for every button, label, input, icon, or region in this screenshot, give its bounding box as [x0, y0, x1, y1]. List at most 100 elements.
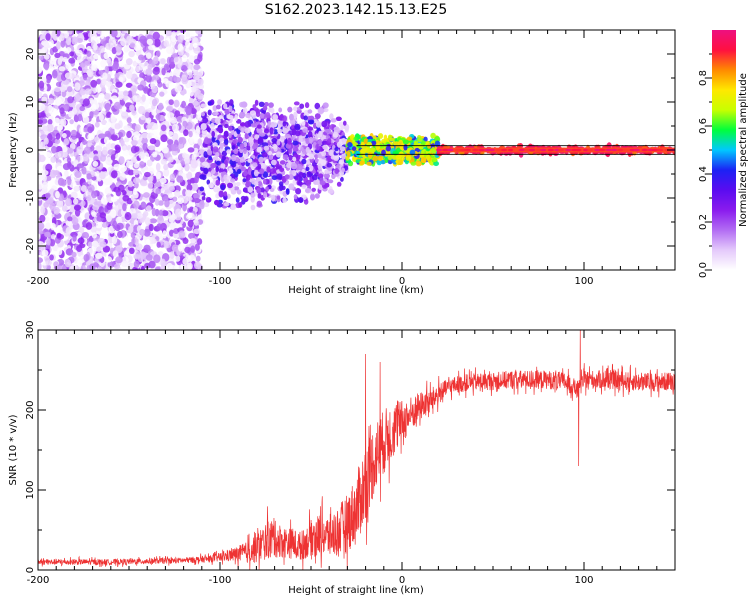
spectrogram-cell [271, 159, 277, 166]
spectrogram-cell [188, 254, 196, 262]
spectrogram-cell [162, 230, 168, 239]
spectrogram-cell [197, 219, 204, 225]
spectrogram-cell [212, 156, 219, 161]
spectrogram-cell [207, 101, 212, 106]
spectrogram-cell [224, 138, 229, 145]
spectrogram-cell [138, 54, 145, 61]
spectrogram-cell [176, 197, 185, 204]
spectrogram-cell [194, 243, 200, 251]
spectrogram-cell [123, 94, 128, 102]
spectrogram-cell [293, 101, 300, 106]
spectrogram-cell [57, 150, 65, 158]
spectrogram-cell [94, 121, 100, 128]
spectrogram-cells [38, 30, 675, 270]
spectrogram-cell [74, 94, 81, 103]
spectrogram-cell [190, 160, 199, 169]
spectrogram-cell [235, 181, 241, 187]
spectrogram-cell [166, 131, 174, 137]
spectrogram-cell [259, 168, 265, 175]
spectrogram-cell [307, 119, 315, 125]
spectrogram-cell [212, 105, 218, 112]
spectrogram-cell [188, 97, 194, 104]
spectrogram-cell [188, 73, 193, 79]
spectrogram-cell [108, 37, 116, 46]
spectrogram-cell [266, 166, 271, 173]
spectrogram-cell [73, 204, 82, 211]
spectrogram-cell [159, 177, 167, 184]
spectrogram-cell [108, 84, 116, 92]
spectrogram-cell [371, 140, 377, 146]
spectrogram-cell [224, 108, 230, 115]
spectrogram-cell [177, 49, 184, 56]
spectrogram-cell [223, 130, 229, 138]
spectrogram-cell [73, 185, 80, 192]
spectrogram-cell [86, 45, 92, 52]
spectrogram-cell [122, 149, 130, 157]
spectrogram-cell [115, 216, 123, 225]
spectrogram-cell [250, 192, 256, 198]
spectrogram-cell [55, 191, 60, 199]
spectrogram-cell [182, 203, 187, 212]
spectrogram-cell [185, 189, 192, 197]
spectrogram-cell [176, 175, 184, 183]
spectrogram-cell [62, 132, 67, 139]
spectrogram-cell [90, 79, 98, 88]
spectrogram-cell [190, 108, 197, 115]
spectrogram-cell [70, 265, 78, 270]
spectrogram-cell [321, 120, 328, 128]
spectrogram-cell [435, 148, 443, 152]
spectrogram-cell [264, 128, 269, 134]
spectrogram-cell [231, 154, 237, 162]
spectrogram-cell [81, 112, 88, 118]
spectrogram-cell [242, 178, 247, 183]
spectrogram-cell [211, 169, 216, 175]
spectrogram-cell [67, 216, 73, 222]
spectrogram-cell [146, 38, 154, 46]
spectrogram-cell [547, 148, 554, 152]
spectrogram-cell [327, 179, 334, 184]
spectrogram-cell [64, 72, 73, 79]
spectrogram-cell [177, 43, 183, 52]
spectrogram-cell [518, 148, 525, 152]
spectrogram-cell [74, 82, 81, 91]
spectrogram-cell [323, 108, 329, 113]
spectrogram-cell [245, 112, 252, 119]
spectrogram-cell [291, 123, 295, 130]
spectrogram-cell [45, 260, 52, 266]
spectrogram-cell [177, 243, 184, 252]
spectrogram-cell [152, 67, 160, 75]
spectrogram-cell [234, 186, 240, 191]
spectrogram-cell [38, 131, 42, 137]
spectrogram-cell [65, 198, 72, 207]
spectrogram-cell [141, 94, 146, 102]
spectrogram-cell [50, 234, 56, 240]
spectrogram-cell [121, 106, 127, 112]
spectrogram-cell [317, 140, 323, 146]
spectrogram-cell [355, 150, 360, 157]
spectrogram-cell [191, 85, 197, 93]
spectrogram-cell [46, 238, 51, 246]
spectrogram-cell [247, 168, 252, 175]
spectrogram-cell [95, 86, 102, 93]
spectrogram-cell [528, 148, 536, 152]
spectrogram-cell [38, 257, 43, 264]
spectrogram-cell [298, 136, 303, 143]
spectrogram-cell [586, 148, 594, 152]
spectrogram-cell [148, 44, 156, 51]
spectrogram-cell [56, 41, 61, 50]
spectrogram-cell [220, 163, 226, 169]
spectrogram-cell [62, 163, 71, 171]
spectrogram-cell [148, 223, 154, 232]
spectrogram-cell [230, 204, 237, 210]
spectrogram-cell [301, 158, 307, 165]
spectrogram-cell [133, 43, 141, 52]
spectrogram-cell [193, 91, 200, 98]
spectrogram-cell [232, 138, 239, 144]
spectrogram-cell [334, 147, 339, 152]
spectrogram-cell [228, 125, 233, 131]
spectrogram-cell [152, 74, 160, 81]
spectrogram-cell [331, 174, 336, 179]
spectrogram-cell [69, 119, 74, 125]
spectrogram-cell [156, 50, 161, 57]
spectrogram-cell [76, 163, 85, 169]
